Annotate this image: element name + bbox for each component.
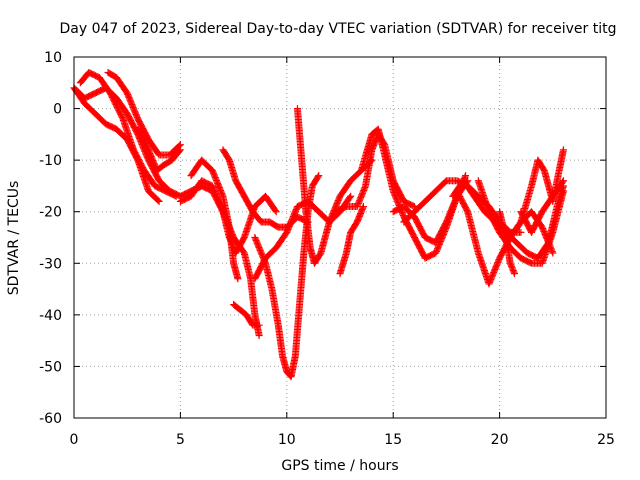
axis-ticks: 0 5 10 15 20 25 10 0 -10 -20 -30 -40 -50 -60 [39,50,615,448]
data-point [549,249,557,257]
data-point [462,172,470,180]
series-arc-l [251,172,323,381]
x-tick-label: 15 [384,432,402,448]
y-tick-label: -20 [39,205,62,221]
data-point [359,203,367,211]
data-point [461,173,469,181]
data-point [559,187,567,195]
data-point [509,267,517,275]
x-tick-label: 5 [176,432,185,448]
data-point [172,192,180,200]
chart-title: Day 047 of 2023, Sidereal Day-to-day VTE… [60,21,617,37]
x-tick-label: 10 [278,432,296,448]
data-point [508,264,516,272]
y-tick-label: 10 [44,50,62,66]
data-point [517,228,525,236]
series-arc-c [76,68,180,200]
series-arc-o [336,203,367,278]
data-point [510,268,518,276]
data-point [409,202,417,210]
data-point [353,203,361,211]
data-point [354,200,362,208]
grid-lines [74,57,606,418]
y-tick-label: -30 [39,256,62,272]
data-point [559,178,567,186]
data-point [171,192,179,200]
series-arc-w [506,146,567,241]
series-arc-v [496,208,518,278]
data-point [346,194,354,202]
data-point [355,198,363,206]
data-point [255,331,263,339]
data-point [255,321,263,329]
data-point [357,192,365,200]
y-tick-label: -60 [39,411,62,427]
data-point [358,191,366,199]
y-tick-label: -10 [39,153,62,169]
data-point [506,259,514,267]
data-point [507,262,515,270]
data-point [175,147,183,155]
series-arc-e [134,125,184,174]
x-tick-label: 0 [70,432,79,448]
y-axis-label: SDTVAR / TECUs [6,181,22,296]
y-tick-label: 0 [53,102,62,118]
data-point [315,172,323,180]
data-point [355,197,363,205]
x-tick-label: 20 [491,432,509,448]
data-point [354,201,362,209]
data-point [509,265,517,273]
data-point [272,208,280,216]
data-point [155,197,163,205]
data-point [234,275,242,283]
plot-frame [73,56,607,419]
data-point [559,177,567,185]
series-arc-d [104,68,184,159]
data-point [271,206,279,214]
data-point [360,186,368,194]
data-point [361,183,369,191]
data-point [559,146,567,154]
x-tick-label: 25 [597,432,615,448]
data-point [314,173,322,181]
y-tick-label: -40 [39,308,62,324]
data-point [176,146,184,154]
data-point [154,196,162,204]
data-point [359,188,367,196]
data-point [360,185,368,193]
data-point [510,270,518,278]
data-point [356,195,364,203]
data-point [357,194,365,202]
series-arc-j [230,301,263,329]
x-axis-label: GPS time / hours [281,458,398,474]
data-point [358,189,366,197]
y-tick-label: -50 [39,359,62,375]
series-arc-x [517,177,567,236]
data-point [507,261,515,269]
series-arc-m [293,105,376,267]
data-points [70,68,567,381]
data-point [347,192,355,200]
